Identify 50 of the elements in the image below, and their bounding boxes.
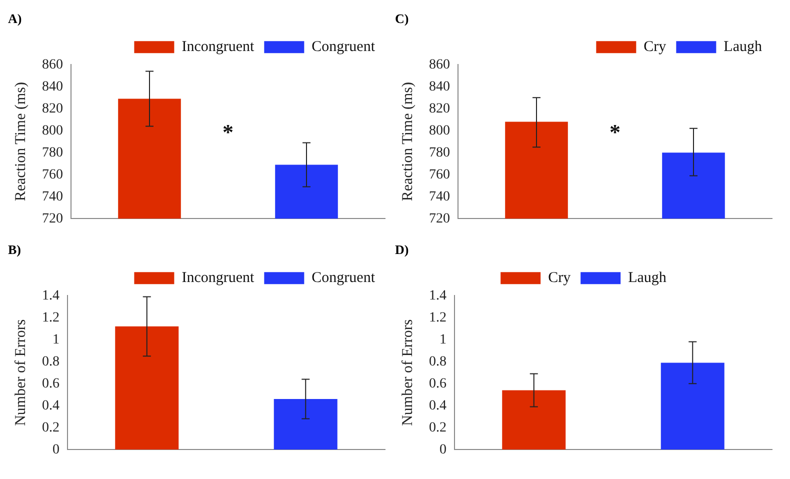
y-tick-label: 720 bbox=[42, 211, 63, 226]
y-tick-label: 0.8 bbox=[429, 354, 446, 370]
y-tick-label: 0.4 bbox=[42, 398, 60, 414]
legend-label: Congruent bbox=[312, 39, 376, 56]
y-tick-label: 800 bbox=[429, 123, 450, 138]
legend-label: Incongruent bbox=[182, 270, 256, 286]
y-tick-label: 0 bbox=[440, 442, 446, 458]
y-tick-label: 0.8 bbox=[42, 354, 60, 370]
y-axis-title: Reaction Time (ms) bbox=[400, 82, 416, 202]
y-tick-label: 840 bbox=[42, 79, 63, 94]
legend-label: Congruent bbox=[312, 270, 376, 286]
legend-label: Cry bbox=[548, 270, 572, 286]
y-tick-label: 860 bbox=[42, 57, 63, 72]
y-tick-label: 840 bbox=[429, 79, 450, 94]
y-tick-label: 1.2 bbox=[429, 310, 446, 326]
y-tick-label: 1.2 bbox=[42, 310, 60, 326]
legend-label: Incongruent bbox=[182, 39, 256, 56]
y-axis-title: Number of Errors bbox=[400, 319, 416, 426]
chart-title: C) bbox=[395, 11, 409, 26]
y-tick-label: 860 bbox=[429, 57, 450, 72]
y-tick-label: 780 bbox=[429, 145, 450, 160]
annotation: * bbox=[610, 120, 620, 145]
y-tick-label: 800 bbox=[42, 123, 63, 138]
y-tick-label: 1 bbox=[440, 332, 446, 348]
y-tick-label: 1 bbox=[52, 332, 60, 348]
y-tick-label: 0.2 bbox=[42, 420, 60, 436]
chart-title: A) bbox=[8, 11, 22, 26]
y-axis-title: Number of Errors bbox=[12, 319, 29, 426]
y-tick-label: 780 bbox=[42, 145, 63, 160]
y-tick-label: 740 bbox=[429, 189, 450, 204]
y-tick-label: 0.6 bbox=[42, 376, 60, 392]
y-tick-label: 1.4 bbox=[429, 288, 446, 304]
y-tick-label: 740 bbox=[42, 189, 63, 204]
y-tick-label: 760 bbox=[429, 167, 450, 182]
legend-label: Laugh bbox=[628, 270, 667, 286]
legend-label: Laugh bbox=[724, 39, 762, 56]
y-tick-label: 0 bbox=[52, 442, 60, 458]
legend-label: Cry bbox=[644, 39, 667, 56]
y-tick-label: 0.6 bbox=[429, 376, 446, 392]
annotation: * bbox=[222, 120, 234, 145]
y-tick-label: 0.2 bbox=[429, 420, 446, 436]
y-axis-title: Reaction Time (ms) bbox=[12, 82, 29, 202]
y-tick-label: 1.4 bbox=[42, 288, 60, 304]
y-tick-label: 720 bbox=[429, 211, 450, 226]
y-tick-label: 760 bbox=[42, 167, 63, 182]
chart-title: D) bbox=[395, 242, 409, 258]
y-tick-label: 820 bbox=[42, 101, 63, 116]
y-tick-label: 0.4 bbox=[429, 398, 446, 414]
chart-title: B) bbox=[8, 242, 21, 258]
y-tick-label: 820 bbox=[429, 101, 450, 116]
